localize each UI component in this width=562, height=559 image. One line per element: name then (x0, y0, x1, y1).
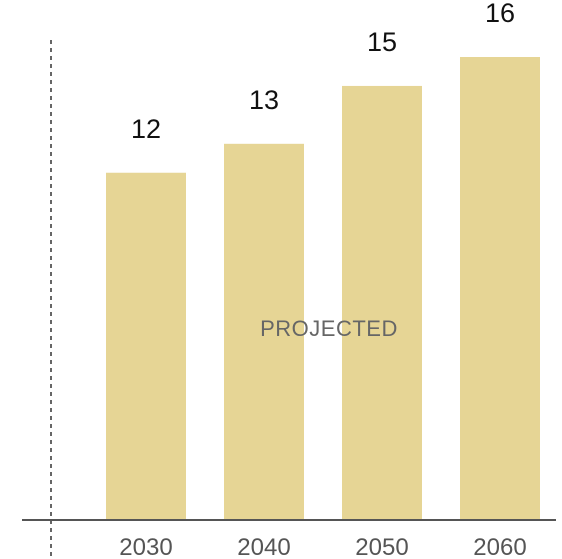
x-tick-label-2030: 2030 (119, 534, 172, 559)
x-tick-label-2060: 2060 (473, 534, 526, 559)
data-label-2030: 12 (131, 114, 161, 144)
data-labels: 12 13 15 16 (131, 0, 515, 144)
projected-annotation: PROJECTED (260, 316, 398, 341)
bar-2050 (342, 85, 422, 520)
data-label-2050: 15 (367, 27, 397, 57)
bar-2060 (460, 57, 540, 520)
x-tick-label-2040: 2040 (237, 534, 290, 559)
data-label-2060: 16 (485, 0, 515, 28)
bars (106, 57, 540, 520)
bar-2040 (224, 143, 304, 520)
bar-2030 (106, 172, 186, 520)
x-tick-labels: 2030 2040 2050 2060 (119, 534, 526, 559)
x-tick-label-2050: 2050 (355, 534, 408, 559)
data-label-2040: 13 (249, 85, 279, 115)
